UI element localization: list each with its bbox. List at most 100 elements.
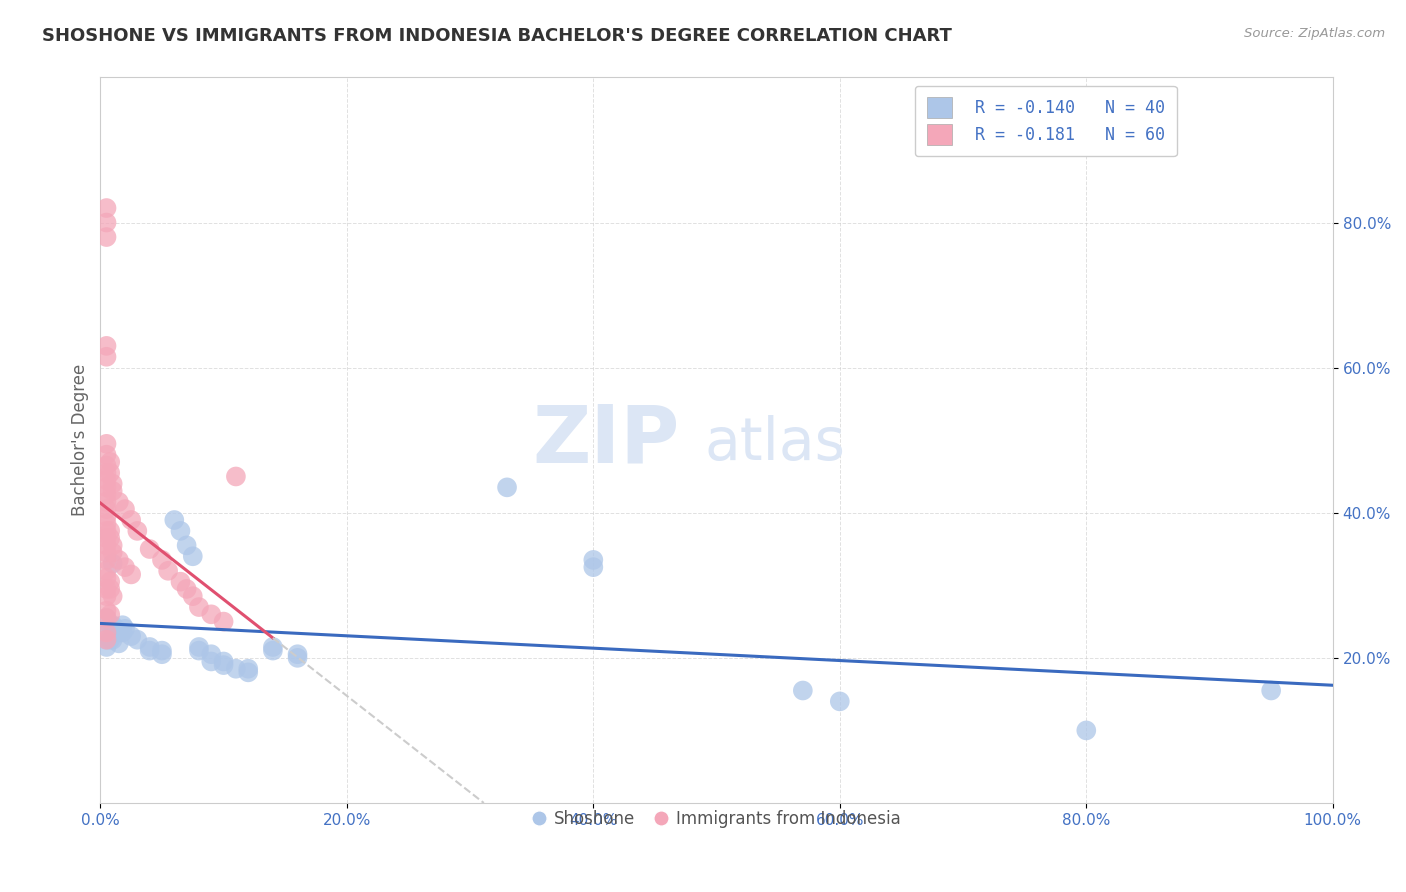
Point xyxy=(101,483,124,498)
Point xyxy=(792,683,814,698)
Point xyxy=(238,662,260,676)
Point xyxy=(96,524,118,538)
Point xyxy=(96,437,118,451)
Point xyxy=(108,636,131,650)
Point xyxy=(96,495,118,509)
Point xyxy=(1260,683,1282,698)
Point xyxy=(212,658,235,673)
Point xyxy=(108,553,131,567)
Point xyxy=(114,622,136,636)
Point xyxy=(96,230,118,244)
Point xyxy=(150,643,173,657)
Point xyxy=(120,629,142,643)
Point xyxy=(98,632,121,647)
Point xyxy=(98,466,121,480)
Point xyxy=(96,531,118,545)
Point xyxy=(176,582,198,596)
Point xyxy=(96,632,118,647)
Text: SHOSHONE VS IMMIGRANTS FROM INDONESIA BACHELOR'S DEGREE CORRELATION CHART: SHOSHONE VS IMMIGRANTS FROM INDONESIA BA… xyxy=(42,27,952,45)
Point xyxy=(120,513,142,527)
Point xyxy=(101,618,124,632)
Point xyxy=(163,513,186,527)
Point xyxy=(127,524,149,538)
Point xyxy=(828,694,851,708)
Point xyxy=(98,524,121,538)
Point xyxy=(138,640,160,654)
Point xyxy=(96,640,118,654)
Point xyxy=(96,516,118,531)
Point xyxy=(98,455,121,469)
Point xyxy=(200,655,222,669)
Point xyxy=(96,502,118,516)
Point xyxy=(212,655,235,669)
Point xyxy=(108,495,131,509)
Point xyxy=(96,604,118,618)
Point xyxy=(98,574,121,589)
Point xyxy=(225,469,247,483)
Point xyxy=(157,564,180,578)
Point xyxy=(101,546,124,560)
Point xyxy=(96,473,118,487)
Point xyxy=(181,549,204,564)
Point xyxy=(96,215,118,229)
Point xyxy=(96,625,118,640)
Point xyxy=(96,589,118,603)
Point xyxy=(96,201,118,215)
Point xyxy=(96,611,118,625)
Point xyxy=(96,339,118,353)
Point xyxy=(96,448,118,462)
Point xyxy=(225,662,247,676)
Point xyxy=(101,476,124,491)
Point xyxy=(96,487,118,501)
Point xyxy=(150,553,173,567)
Point xyxy=(96,564,118,578)
Text: atlas: atlas xyxy=(704,416,845,473)
Point xyxy=(101,538,124,552)
Point xyxy=(582,553,605,567)
Point xyxy=(96,632,118,647)
Point xyxy=(96,480,118,494)
Text: ZIP: ZIP xyxy=(533,401,679,479)
Legend: Shoshone, Immigrants from Indonesia: Shoshone, Immigrants from Indonesia xyxy=(526,803,908,835)
Point xyxy=(150,647,173,661)
Point xyxy=(96,466,118,480)
Point xyxy=(96,625,118,640)
Text: Source: ZipAtlas.com: Source: ZipAtlas.com xyxy=(1244,27,1385,40)
Point xyxy=(111,625,134,640)
Point xyxy=(96,611,118,625)
Point xyxy=(101,632,124,647)
Point xyxy=(101,557,124,571)
Point xyxy=(111,618,134,632)
Point xyxy=(120,567,142,582)
Point xyxy=(96,538,118,552)
Point xyxy=(496,480,519,494)
Point xyxy=(138,643,160,657)
Point xyxy=(105,622,128,636)
Point xyxy=(96,582,118,596)
Point xyxy=(108,625,131,640)
Point xyxy=(138,542,160,557)
Point xyxy=(101,589,124,603)
Point xyxy=(98,618,121,632)
Point xyxy=(262,640,284,654)
Point xyxy=(176,538,198,552)
Point xyxy=(127,632,149,647)
Point xyxy=(200,647,222,661)
Point xyxy=(187,640,209,654)
Point xyxy=(96,553,118,567)
Point xyxy=(114,560,136,574)
Point xyxy=(287,647,309,661)
Point xyxy=(238,665,260,680)
Point xyxy=(187,643,209,657)
Point xyxy=(98,582,121,596)
Point xyxy=(1076,723,1098,738)
Point xyxy=(212,615,235,629)
Point xyxy=(96,350,118,364)
Point xyxy=(96,458,118,473)
Y-axis label: Bachelor's Degree: Bachelor's Degree xyxy=(72,364,89,516)
Point xyxy=(114,502,136,516)
Point xyxy=(96,546,118,560)
Point xyxy=(200,607,222,622)
Point xyxy=(96,571,118,585)
Point xyxy=(287,651,309,665)
